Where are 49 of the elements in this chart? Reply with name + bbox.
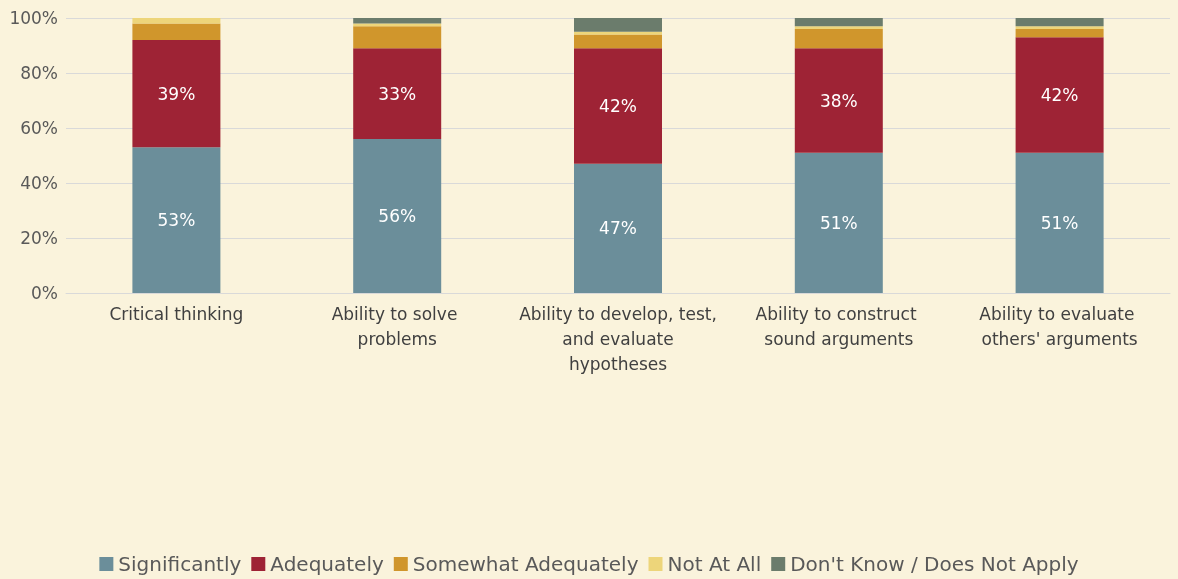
legend-label: Significantly xyxy=(118,552,242,576)
data-label: 38% xyxy=(819,90,858,111)
legend-label: Somewhat Adequately xyxy=(412,552,639,576)
bar xyxy=(1015,29,1104,38)
bar xyxy=(794,26,883,29)
bar xyxy=(574,163,662,293)
bar xyxy=(1015,26,1104,29)
y-tick-label: 20% xyxy=(20,228,58,248)
x-tick-label: Ability to solve problems xyxy=(331,303,463,349)
bar xyxy=(574,34,662,49)
legend-label: Not At All xyxy=(667,552,762,576)
bar xyxy=(574,31,662,35)
bar xyxy=(1015,152,1104,293)
bar xyxy=(132,40,221,148)
bar xyxy=(794,48,883,153)
y-tick-label: 0% xyxy=(31,283,58,303)
x-tick-label: Ability to construct sound arguments xyxy=(755,303,923,349)
y-tick-label: 80% xyxy=(20,63,58,83)
bar xyxy=(794,152,883,293)
data-label: 56% xyxy=(378,206,417,226)
bar xyxy=(1015,18,1104,27)
x-tick-label: Ability to develop, test, and evaluate hypotheses xyxy=(519,303,717,374)
legend-label: Don't Know / Does Not Apply xyxy=(790,552,1079,576)
data-label: 39% xyxy=(157,83,196,104)
bar xyxy=(574,18,662,32)
data-label: 51% xyxy=(819,212,858,233)
data-label: 51% xyxy=(1040,212,1079,233)
x-tick-label: Critical thinking xyxy=(109,303,244,324)
x-tick-label: Ability to evaluate others' arguments xyxy=(979,303,1140,349)
bar xyxy=(353,48,442,139)
y-tick-label: 40% xyxy=(20,173,58,193)
bar xyxy=(794,18,883,27)
bar xyxy=(132,23,221,40)
y-tick-label: 100% xyxy=(9,8,58,28)
data-label: 42% xyxy=(599,96,637,116)
data-label: 47% xyxy=(599,218,637,239)
bar xyxy=(353,26,442,49)
bar xyxy=(794,29,883,49)
data-label: 53% xyxy=(157,210,196,231)
data-label: 42% xyxy=(1040,85,1079,105)
legend-label: Adequately xyxy=(270,552,384,576)
bar xyxy=(1015,37,1104,153)
bar xyxy=(132,147,221,293)
bar xyxy=(353,139,442,293)
data-label: 33% xyxy=(378,83,417,104)
y-tick-label: 60% xyxy=(20,118,58,138)
bar xyxy=(353,18,442,24)
bar xyxy=(132,18,221,24)
bar xyxy=(574,48,662,164)
